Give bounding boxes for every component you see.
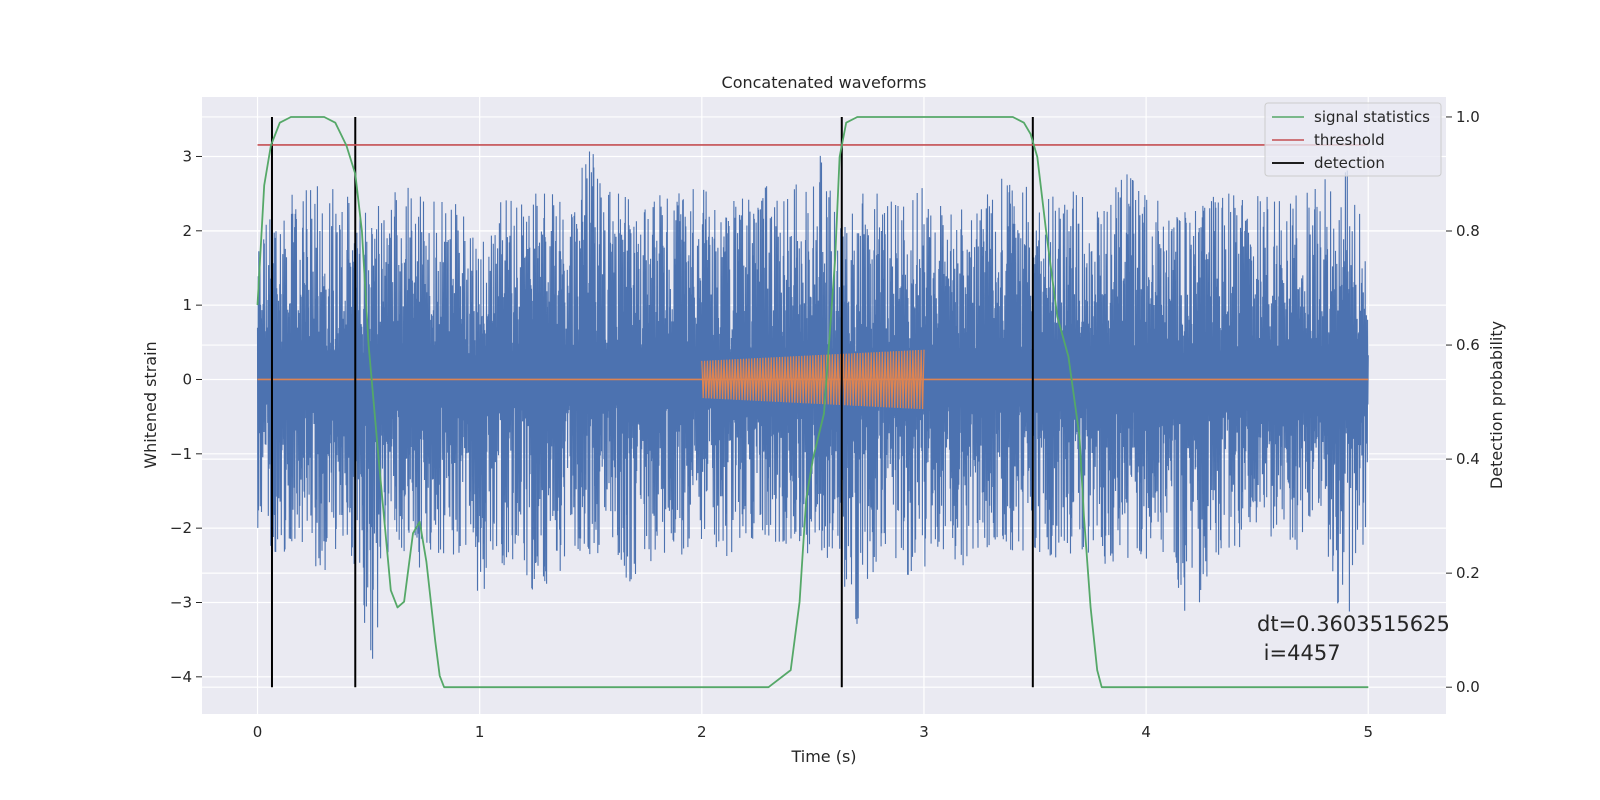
x-tick-label: 0 bbox=[253, 723, 263, 741]
y-tick-label: 1 bbox=[182, 296, 192, 314]
y2-tick-label: 1.0 bbox=[1456, 108, 1480, 126]
x-tick-label: 1 bbox=[475, 723, 485, 741]
y2-axis-label: Detection probability bbox=[1487, 321, 1506, 489]
x-axis-label: Time (s) bbox=[790, 747, 856, 766]
x-tick-label: 5 bbox=[1363, 723, 1373, 741]
y2-tick-label: 0.6 bbox=[1456, 336, 1480, 354]
chart-title: Concatenated waveforms bbox=[722, 73, 927, 92]
noise-series bbox=[256, 151, 1369, 659]
y2-tick-label: 0.4 bbox=[1456, 450, 1480, 468]
y-tick-label: −1 bbox=[170, 445, 192, 463]
y2-tick-label: 0.0 bbox=[1456, 678, 1480, 696]
y-tick-label: 3 bbox=[182, 147, 192, 165]
x-tick-label: 4 bbox=[1141, 723, 1151, 741]
y-tick-label: 0 bbox=[182, 370, 192, 388]
annotation-dt: dt=0.3603515625 bbox=[1257, 612, 1450, 636]
x-tick-label: 2 bbox=[697, 723, 707, 741]
injection-oscillation bbox=[701, 349, 925, 410]
legend-label-detection: detection bbox=[1314, 154, 1385, 172]
annotation-i: i=4457 bbox=[1257, 641, 1341, 665]
y-tick-label: −3 bbox=[170, 593, 192, 611]
tick-labels: 0 1 2 3 4 5 −4 −3 −2 −1 0 1 2 3 0.0 0.2 0.4 0.6 0.8 1.0 bbox=[170, 108, 1480, 741]
signal-statistics-line bbox=[256, 116, 1369, 689]
y-tick-label: 2 bbox=[182, 222, 192, 240]
noise-trace bbox=[256, 151, 1369, 659]
legend: signal statistics threshold detection bbox=[1264, 102, 1442, 177]
legend-box bbox=[1264, 102, 1442, 177]
y-tick-label: −2 bbox=[170, 519, 192, 537]
y-tick-label: −4 bbox=[170, 668, 192, 686]
y-axis-label: Whitened strain bbox=[141, 341, 160, 468]
legend-label-threshold: threshold bbox=[1314, 131, 1385, 149]
injection-series bbox=[257, 349, 1369, 410]
y2-tick-label: 0.2 bbox=[1456, 564, 1480, 582]
x-tick-label: 3 bbox=[919, 723, 929, 741]
legend-label-signal-statistics: signal statistics bbox=[1314, 108, 1430, 126]
y2-tick-label: 0.8 bbox=[1456, 222, 1480, 240]
chart-marks bbox=[256, 116, 1369, 689]
